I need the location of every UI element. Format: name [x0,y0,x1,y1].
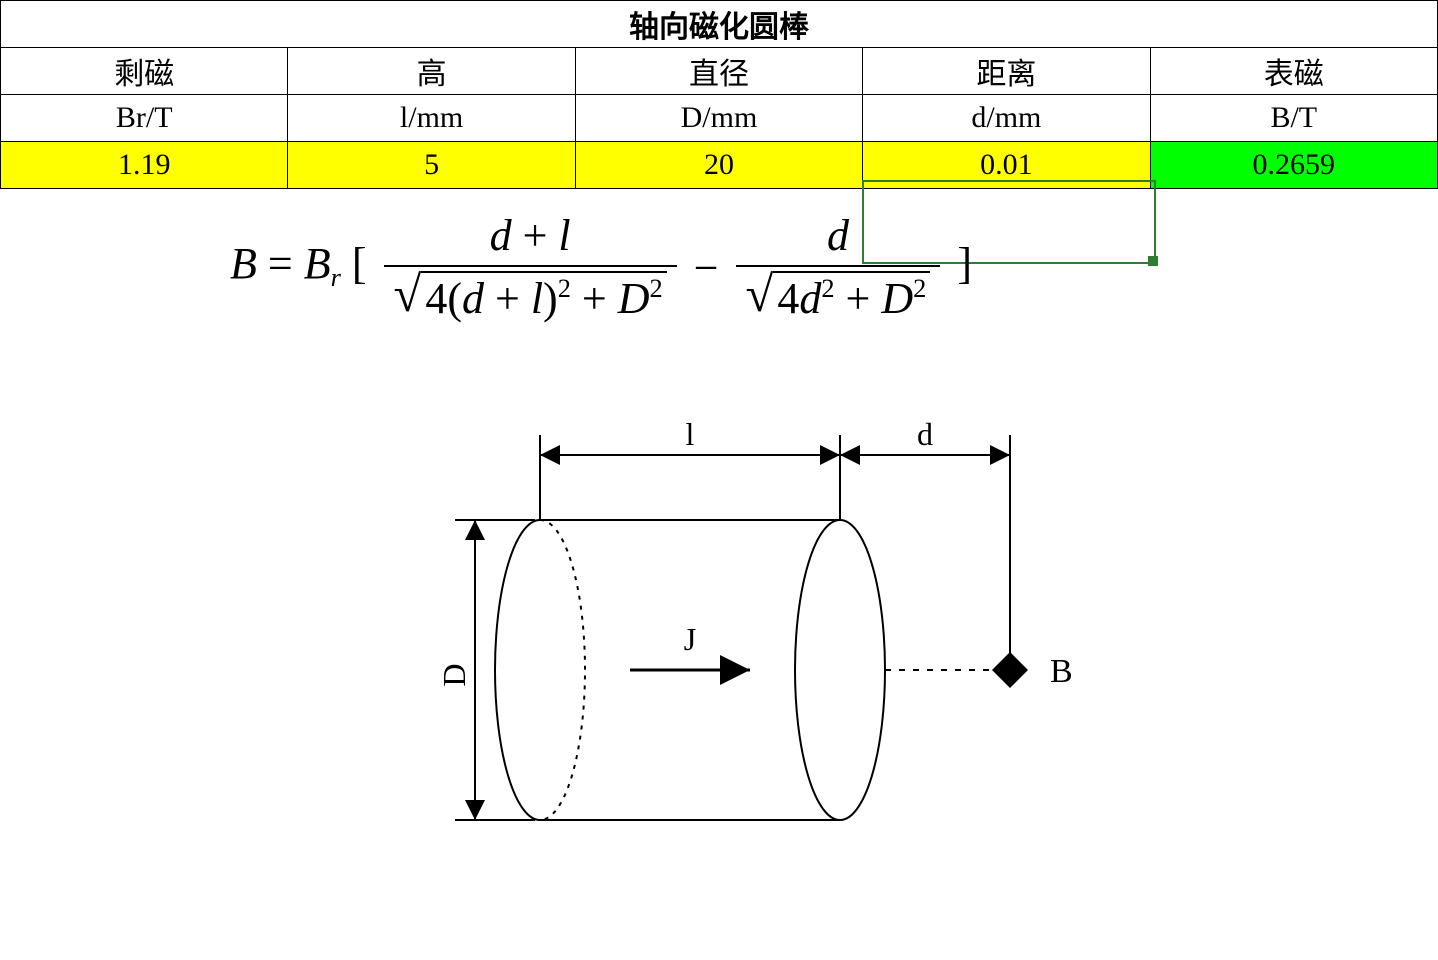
hdr-cn-3: 距离 [863,48,1150,95]
formula: B = Br [ d + l √ 4(d + l)2 + D2 − d [230,210,972,326]
f2-den-4: 4 [777,274,799,323]
f2-den-pow1: 2 [821,273,834,303]
val-2[interactable]: 20 [575,142,862,189]
hdr-sym-3: d/mm [863,95,1150,142]
f1-den-open: ( [447,274,462,323]
f2-num-d: d [827,211,849,260]
table-header-cn: 剩磁 高 直径 距离 表磁 [1,48,1438,95]
f1-den-plus: + [484,274,531,323]
label-B: B [1050,653,1073,690]
f-minus: − [694,243,730,292]
f2-den-D: D [881,274,913,323]
table-title: 轴向磁化圆棒 [1,1,1438,48]
hdr-sym-0: Br/T [1,95,288,142]
selection-handle[interactable] [1148,256,1158,266]
f1-den-close: ) [543,274,558,323]
f2-den-pow2: 2 [913,273,926,303]
label-l: l [686,416,695,452]
hdr-cn-4: 表磁 [1150,48,1437,95]
hdr-sym-1: l/mm [288,95,575,142]
val-0[interactable]: 1.19 [1,142,288,189]
f-lbracket: [ [352,239,367,288]
radical-2: √ 4d2 + D2 [746,271,931,326]
fraction-1: d + l √ 4(d + l)2 + D2 [384,210,677,326]
hdr-sym-4: B/T [1150,95,1437,142]
f1-den-pow1: 2 [558,273,571,303]
f1-den-D: D [618,274,650,323]
hdr-cn-1: 高 [288,48,575,95]
f1-den-d: d [462,274,484,323]
label-d: d [917,416,933,452]
page-root: 轴向磁化圆棒 剩磁 高 直径 距离 表磁 Br/T l/mm D/mm d/mm… [0,0,1438,960]
f-Br-base: B [304,239,331,288]
hdr-cn-0: 剩磁 [1,48,288,95]
data-table: 轴向磁化圆棒 剩磁 高 直径 距离 表磁 Br/T l/mm D/mm d/mm… [0,0,1438,189]
label-J: J [684,621,696,657]
label-D: D [436,663,472,686]
f1-num-plus: + [512,211,559,260]
table-title-row: 轴向磁化圆棒 [1,1,1438,48]
f-rbracket: ] [957,239,972,288]
val-1[interactable]: 5 [288,142,575,189]
radical-1: √ 4(d + l)2 + D2 [394,271,667,326]
table-values: 1.19 5 20 0.01 0.2659 [1,142,1438,189]
f2-den-plus: + [835,274,882,323]
f1-den-pow2: 2 [650,273,663,303]
f-eq: = [268,239,304,288]
hdr-sym-2: D/mm [575,95,862,142]
surd-2: √ [746,269,774,320]
f1-num-l: l [558,211,570,260]
val-3[interactable]: 0.01 [863,142,1150,189]
f1-den-l: l [531,274,543,323]
f2-den-d: d [799,274,821,323]
f1-den-plus2: + [571,274,618,323]
f1-den-4: 4 [425,274,447,323]
f-Br-sub: r [331,262,341,292]
surd-1: √ [394,269,422,320]
hdr-cn-2: 直径 [575,48,862,95]
cylinder-diagram: J B l d D [420,400,1140,920]
val-4[interactable]: 0.2659 [1150,142,1437,189]
f-lhs-B: B [230,239,257,288]
fraction-2: d √ 4d2 + D2 [736,210,941,326]
table-header-sym: Br/T l/mm D/mm d/mm B/T [1,95,1438,142]
f1-num-d: d [490,211,512,260]
